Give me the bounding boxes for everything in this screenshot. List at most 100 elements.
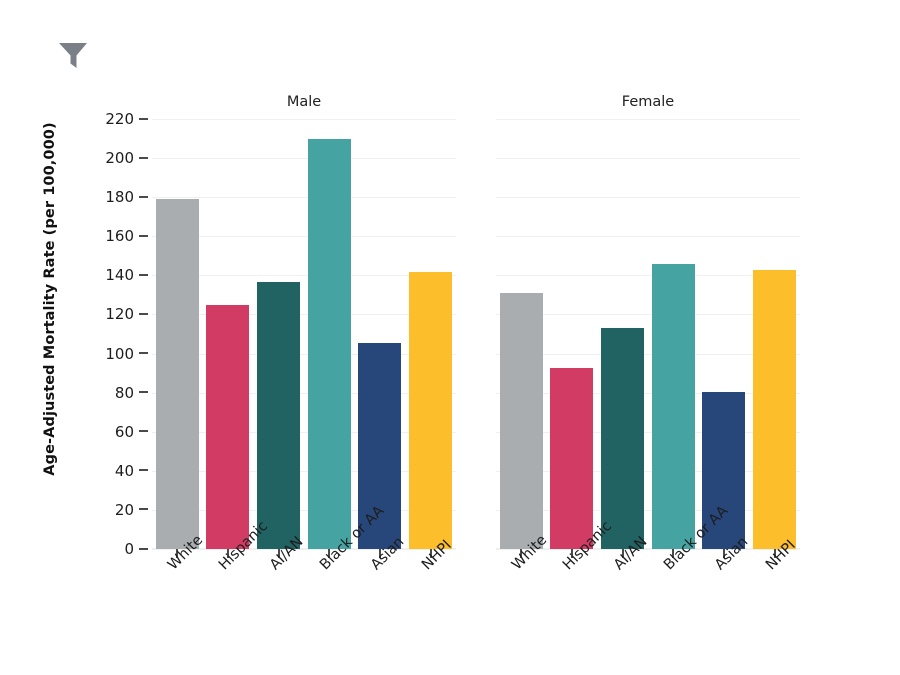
y-tick-220: 220 <box>92 110 152 128</box>
gridline <box>152 158 456 160</box>
x-tick-labels-female: White Hispanic AI/AN Black or AA Asian NHPI <box>496 503 800 672</box>
bar-female-ai-an[interactable] <box>601 328 645 549</box>
bar-slot-nhpi <box>405 119 456 549</box>
y-tick-140: 140 <box>92 266 152 284</box>
x-tick-mark <box>405 549 456 559</box>
gridline <box>152 392 456 394</box>
x-label-slot: NHPI <box>405 537 456 672</box>
panel-male: Male 0 20 40 60 80 100 120 140 160 180 200 220 Whit… <box>105 86 456 675</box>
bar-female-black-or-aa[interactable] <box>651 263 695 549</box>
x-axis-line <box>152 548 456 549</box>
panel-female: Female White Hispanic AI/AN Black or AA Asia… <box>496 86 800 675</box>
x-tick-mark <box>355 549 406 559</box>
tick-mark-icon <box>176 549 179 558</box>
x-label-slot: Asian <box>699 534 751 672</box>
gridline <box>496 236 800 238</box>
tick-mark-icon <box>277 549 280 558</box>
x-label-slot: Hispanic <box>547 518 615 672</box>
x-label-slot: AI/AN <box>597 534 650 672</box>
gridline <box>496 197 800 199</box>
bar-female-asian[interactable] <box>702 391 746 549</box>
tick-mark-icon <box>226 549 229 558</box>
bar-slot-asian <box>699 119 750 549</box>
tick-mark-icon <box>722 549 725 558</box>
x-label-slot: NHPI <box>749 537 800 672</box>
y-tick-80: 80 <box>92 384 152 402</box>
tick-mark-icon <box>520 549 523 558</box>
x-label-slot: White <box>496 532 550 672</box>
x-label-slot: AI/AN <box>253 534 306 672</box>
tick-mark-icon <box>621 549 624 558</box>
bar-male-asian[interactable] <box>358 342 402 549</box>
x-tick-mark <box>597 549 648 559</box>
gridline <box>152 431 456 433</box>
x-tick-labels-male: White Hispanic AI/AN Black or AA Asian NHPI <box>152 503 456 672</box>
bar-female-white[interactable] <box>499 292 543 549</box>
gridline <box>152 509 456 511</box>
bars-male <box>152 119 456 549</box>
bar-slot-asian <box>355 119 406 549</box>
x-tick-mark <box>304 549 355 559</box>
gridline <box>496 431 800 433</box>
gridline <box>152 314 456 316</box>
plot-area-female <box>496 119 800 550</box>
bar-slot-white <box>152 119 203 549</box>
tick-mark-icon <box>773 549 776 558</box>
x-tick-mark <box>253 549 304 559</box>
gridline <box>152 353 456 355</box>
x-tick-marks-female <box>496 549 800 559</box>
tick-mark-icon <box>570 549 573 558</box>
bar-male-white[interactable] <box>155 199 199 549</box>
filter-icon[interactable] <box>56 40 90 70</box>
y-tick-100: 100 <box>92 345 152 363</box>
x-tick-mark <box>496 549 547 559</box>
tick-mark-icon <box>429 549 432 558</box>
x-tick-mark <box>699 549 750 559</box>
bar-male-ai-an[interactable] <box>257 282 301 549</box>
gridline <box>496 158 800 160</box>
y-tick-0: 0 <box>92 540 152 558</box>
y-tick-200: 200 <box>92 149 152 167</box>
gridline <box>152 275 456 277</box>
x-label-slot: Hispanic <box>203 518 271 672</box>
bar-female-hispanic[interactable] <box>550 368 594 549</box>
bar-female-nhpi[interactable] <box>753 269 797 549</box>
y-tick-20: 20 <box>92 501 152 519</box>
x-tick-marks-male <box>152 549 456 559</box>
toolbar <box>0 0 900 86</box>
bar-slot-ai-an <box>253 119 304 549</box>
x-label-slot: White <box>152 532 206 672</box>
tick-mark-icon <box>672 549 675 558</box>
bar-male-black-or-aa[interactable] <box>307 138 351 549</box>
y-axis-title: Age-Adjusted Mortality Rate (per 100,000… <box>42 122 58 476</box>
x-axis-line <box>496 548 800 549</box>
y-tick-40: 40 <box>92 462 152 480</box>
x-tick-mark <box>152 549 203 559</box>
bar-slot-ai-an <box>597 119 648 549</box>
gridline <box>496 549 800 550</box>
gridline <box>152 197 456 199</box>
gridline <box>496 353 800 355</box>
gridline <box>152 236 456 238</box>
gridline <box>152 549 456 550</box>
bar-male-nhpi[interactable] <box>409 272 453 549</box>
bar-slot-nhpi <box>749 119 800 549</box>
x-tick-mark <box>749 549 800 559</box>
bar-male-hispanic[interactable] <box>206 304 250 549</box>
x-tick-mark <box>547 549 598 559</box>
bar-chart: Age-Adjusted Mortality Rate (per 100,000… <box>0 86 900 675</box>
tick-mark-icon <box>328 549 331 558</box>
bar-slot-black-or-aa <box>304 119 355 549</box>
gridline <box>496 275 800 277</box>
y-tick-120: 120 <box>92 305 152 323</box>
gridline <box>496 314 800 316</box>
y-tick-60: 60 <box>92 423 152 441</box>
tick-mark-icon <box>378 549 381 558</box>
gridline <box>152 119 456 120</box>
y-tick-160: 160 <box>92 227 152 245</box>
bars-female <box>496 119 800 549</box>
bar-slot-hispanic <box>547 119 598 549</box>
bar-slot-white <box>496 119 547 549</box>
y-tick-180: 180 <box>92 188 152 206</box>
gridline <box>496 119 800 120</box>
